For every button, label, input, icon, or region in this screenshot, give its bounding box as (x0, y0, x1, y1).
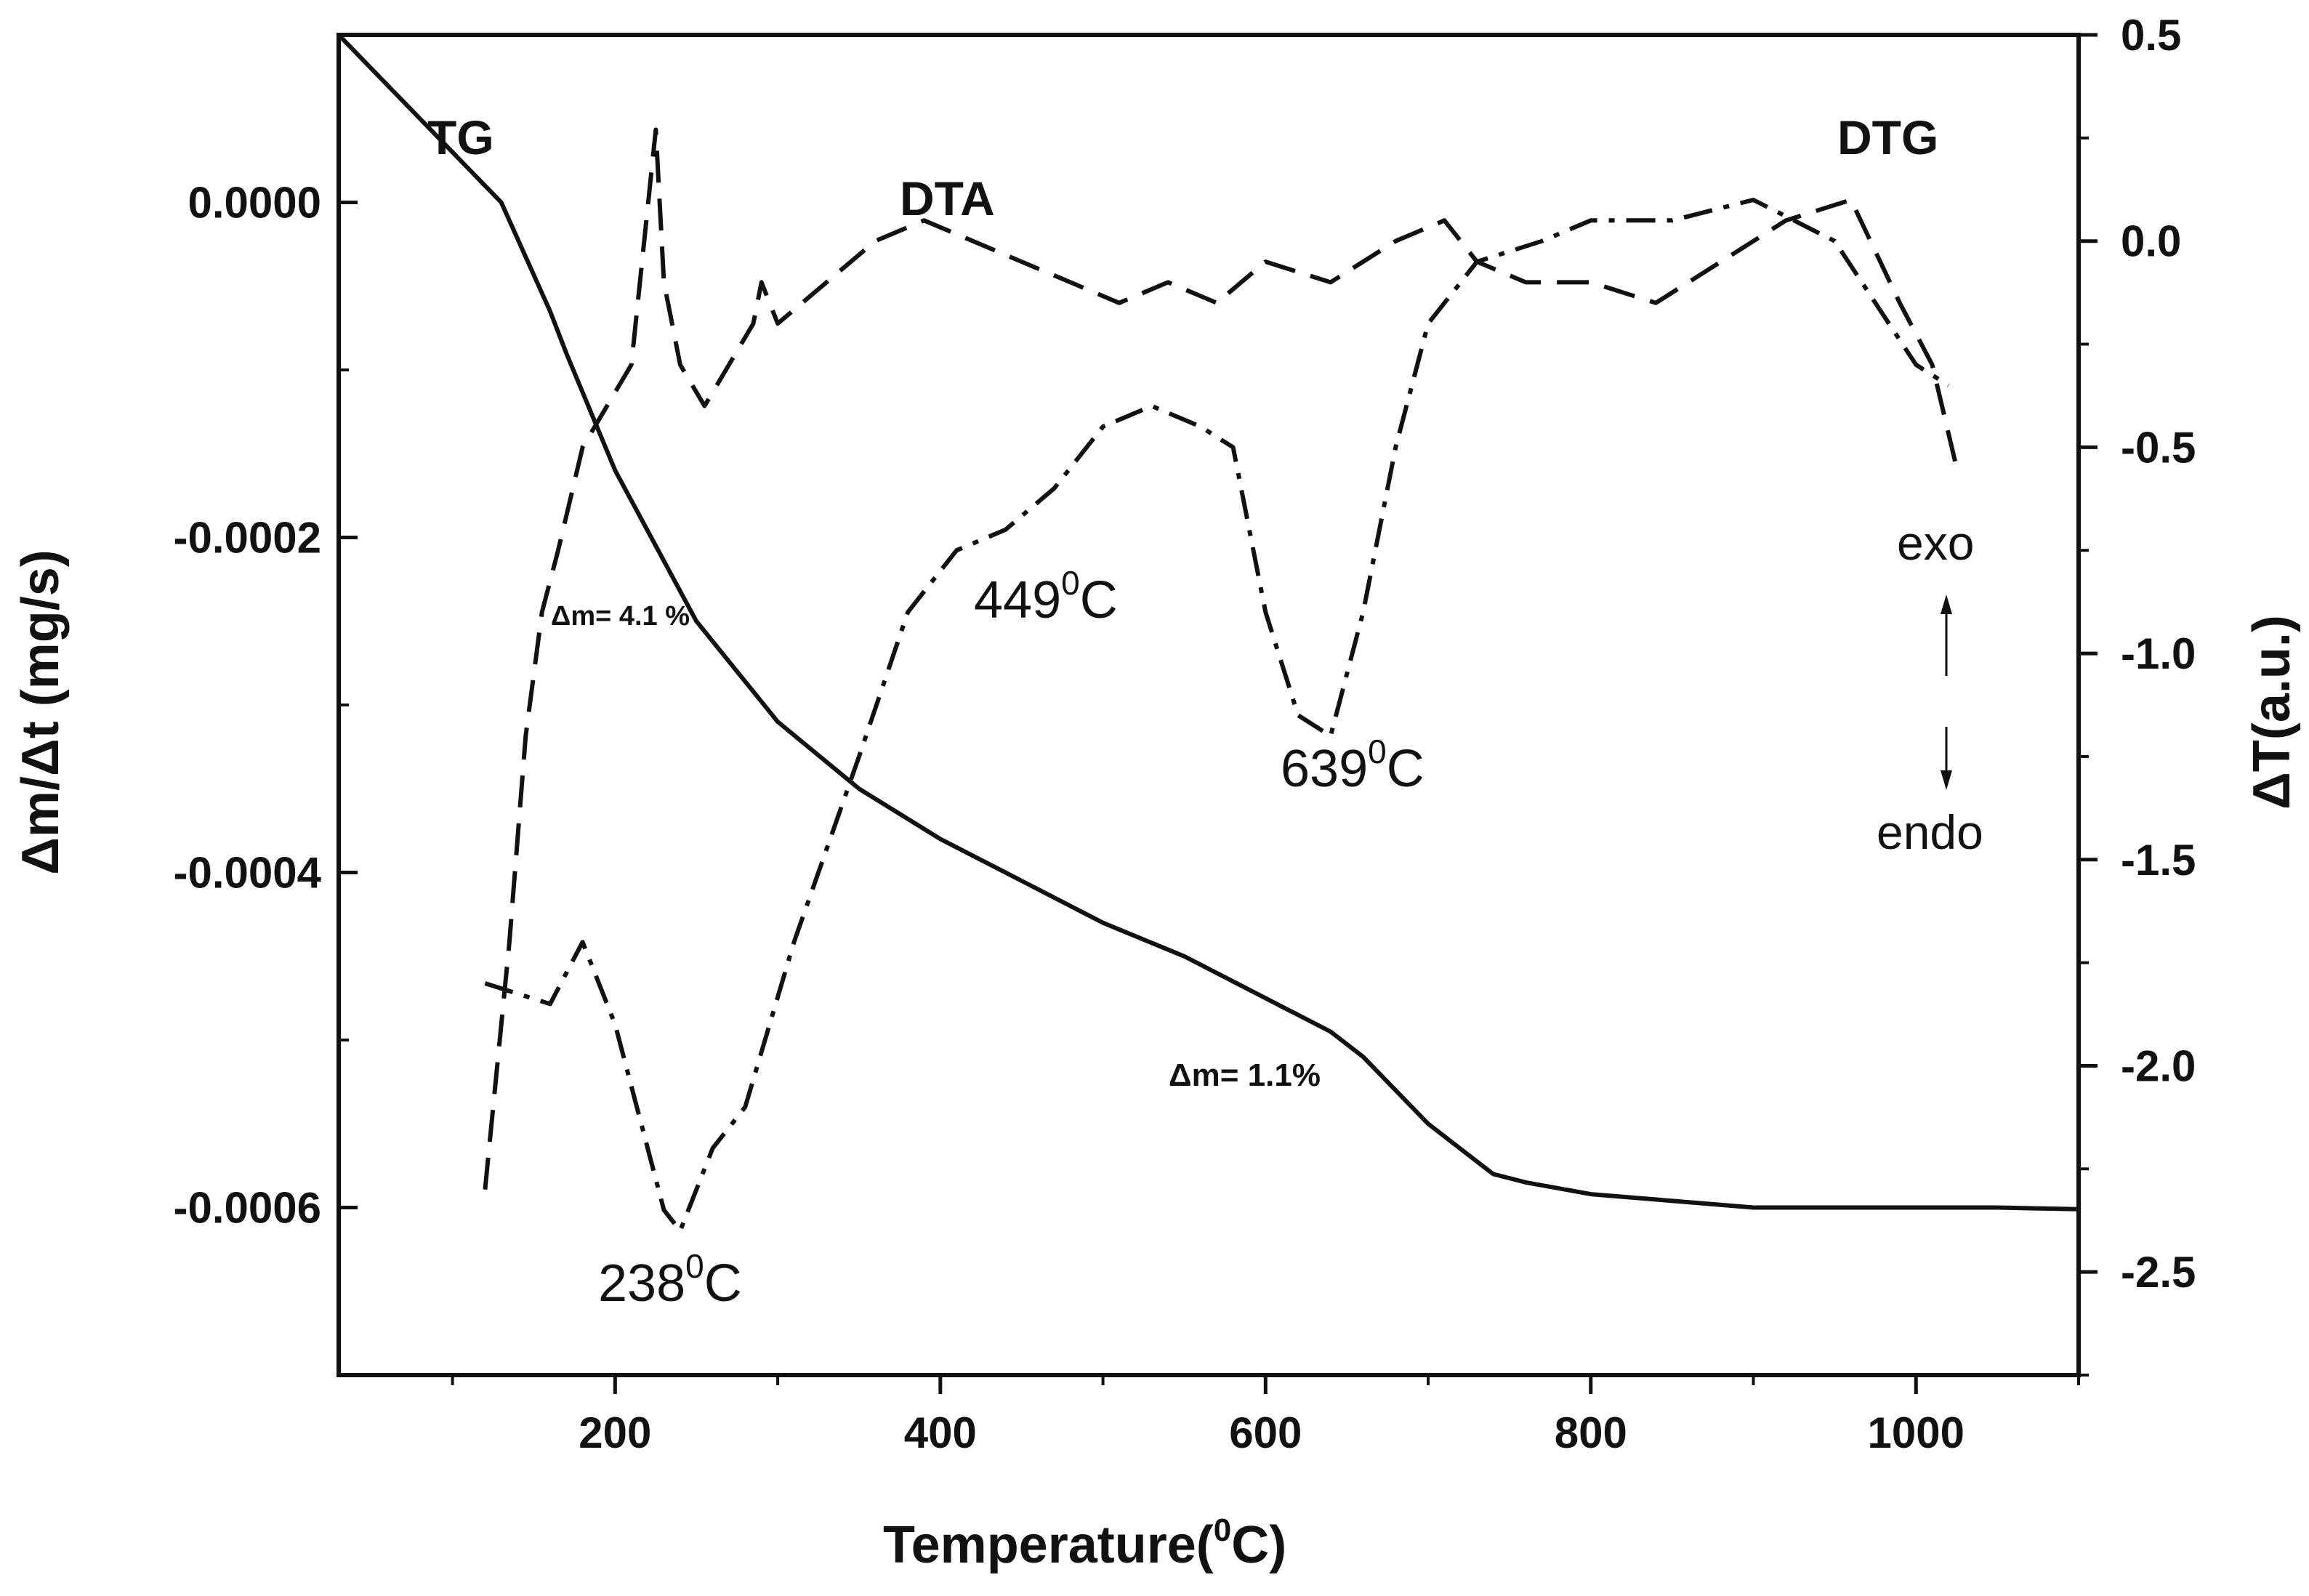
y-right-tick-label: 0.5 (2121, 11, 2181, 60)
y-left-axis-ticks: 0.0000 -0.0002 -0.0004 -0.0006 (174, 33, 358, 1377)
x-axis-ticks: 200 400 600 800 1000 (451, 1375, 2080, 1457)
endo-arrow-icon (1941, 727, 1952, 790)
y-right-axis-title: ΔT(a.u.) (2243, 615, 2301, 810)
y-left-tick-label: -0.0004 (174, 849, 322, 898)
exo-arrow-icon (1941, 595, 1952, 676)
x-tick-label: 800 (1555, 1408, 1627, 1457)
x-tick-label: 400 (904, 1408, 977, 1457)
label-tg: TG (427, 110, 494, 164)
x-tick-label: 1000 (1868, 1408, 1965, 1457)
label-exo: exo (1897, 516, 1974, 570)
series-dta-line (483, 127, 1959, 1190)
y-left-tick-label: -0.0002 (174, 514, 322, 563)
y-right-tick-label: -1.5 (2121, 836, 2196, 884)
y-right-tick-label: -0.5 (2121, 423, 2196, 472)
label-mass-loss-1: Δm= 4.1 % (551, 601, 690, 632)
label-mass-loss-2: Δm= 1.1% (1169, 1057, 1321, 1093)
x-tick-label: 600 (1229, 1408, 1302, 1457)
plot-frame (337, 33, 2081, 1377)
x-tick-label: 200 (579, 1408, 651, 1457)
y-left-axis-title: Δm/Δt (mg/s) (12, 549, 70, 875)
series-tg-line (337, 33, 2079, 1212)
label-endo: endo (1877, 805, 1983, 859)
label-dta: DTA (900, 172, 995, 225)
y-right-tick-label: -2.0 (2121, 1041, 2196, 1090)
y-left-tick-label: -0.0006 (174, 1184, 322, 1233)
label-peak-639: 6390C (1281, 733, 1425, 798)
y-left-tick-label: 0.0000 (188, 179, 321, 227)
series-dtg-line (484, 198, 1950, 1233)
label-peak-449: 4490C (974, 564, 1118, 629)
y-right-tick-label: -1.0 (2121, 629, 2196, 678)
label-dtg: DTG (1837, 110, 1938, 164)
x-axis-title: Temperature(0C) (883, 1512, 1286, 1574)
y-right-axis-ticks: 0.5 0.0 -0.5 -1.0 -1.5 -2.0 -2.5 (2079, 11, 2196, 1377)
y-right-tick-label: 0.0 (2121, 217, 2181, 266)
label-peak-238: 2380C (598, 1247, 742, 1313)
y-right-tick-label: -2.5 (2121, 1248, 2196, 1297)
